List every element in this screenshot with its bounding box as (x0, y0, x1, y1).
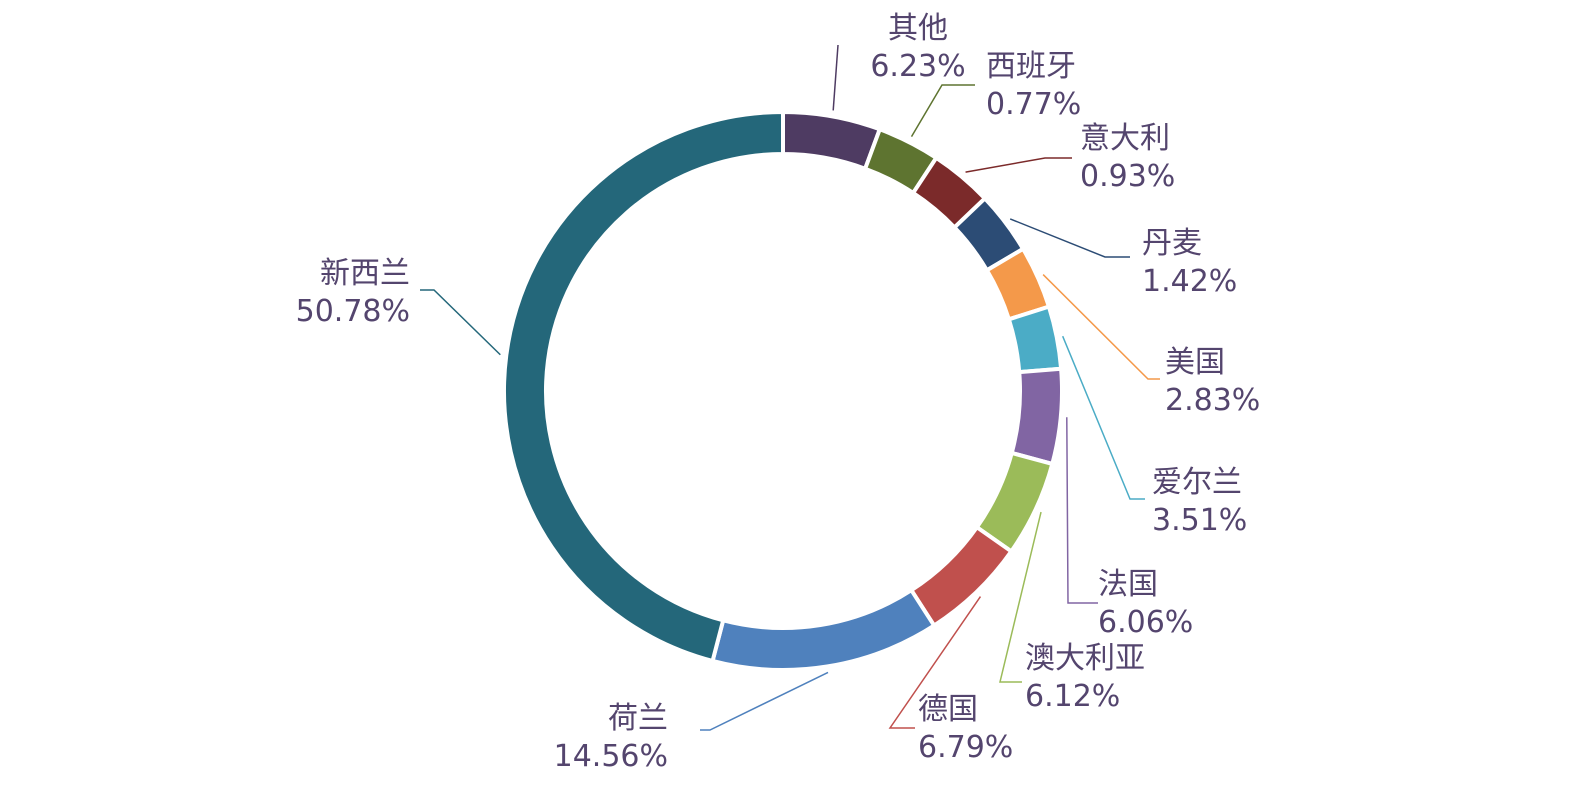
leader-lines (420, 44, 1160, 731)
slice-name-label: 其他 (888, 11, 948, 46)
slice-value-label: 14.56% (554, 739, 668, 774)
slice-value-label: 3.51% (1152, 503, 1247, 538)
slice-10 (502, 109, 785, 664)
slice-9 (710, 587, 937, 672)
slice-name-label: 澳大利亚 (1025, 641, 1145, 676)
slice-value-label: 0.93% (1080, 159, 1175, 194)
slice-value-label: 50.78% (296, 294, 410, 329)
slice-value-label: 6.06% (1098, 605, 1193, 640)
slice-name-label: 新西兰 (320, 256, 410, 291)
slice-name-label: 西班牙 (986, 49, 1076, 84)
slice-value-label: 1.42% (1142, 264, 1237, 299)
leader-line-9 (700, 671, 829, 731)
leader-line-10 (420, 289, 501, 356)
leader-line-6 (1066, 417, 1098, 604)
slice-value-label: 2.83% (1165, 383, 1260, 418)
slice-6 (1009, 366, 1064, 467)
slice-value-label: 6.79% (918, 730, 1013, 765)
leader-line-1 (910, 84, 975, 138)
slice-name-label: 爱尔兰 (1152, 465, 1242, 500)
slice-name-label: 德国 (918, 692, 978, 727)
slice-value-label: 0.77% (986, 87, 1081, 122)
leader-line-8 (888, 596, 982, 729)
slice-name-label: 意大利 (1080, 121, 1170, 156)
leader-line-0 (832, 44, 839, 111)
leader-line-2 (965, 157, 1072, 173)
slice-0 (781, 109, 883, 172)
slice-name-label: 丹麦 (1142, 226, 1202, 261)
leader-line-7 (999, 511, 1042, 683)
slice-5 (1006, 304, 1064, 375)
leader-line-3 (1009, 218, 1130, 258)
donut-slices (502, 109, 1064, 672)
slice-value-label: 6.12% (1025, 679, 1120, 714)
slice-name-label: 美国 (1165, 345, 1225, 380)
slice-name-label: 法国 (1098, 567, 1158, 602)
slice-value-label: 6.23% (870, 49, 965, 84)
leader-line-5 (1061, 335, 1145, 500)
leader-line-4 (1042, 274, 1160, 380)
slice-name-label: 荷兰 (608, 701, 668, 736)
